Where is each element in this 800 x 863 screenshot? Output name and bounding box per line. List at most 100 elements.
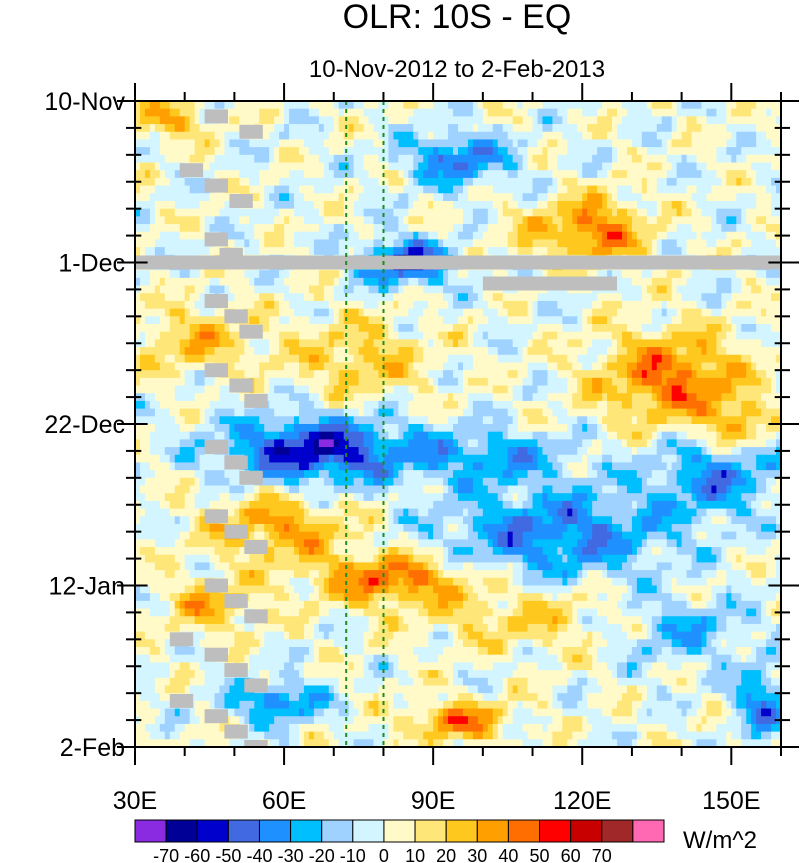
heatmap-cell xyxy=(269,193,275,201)
heatmap-cell xyxy=(205,309,211,317)
heatmap-cell xyxy=(751,355,757,363)
heatmap-cell xyxy=(627,270,633,278)
heatmap-cell xyxy=(224,101,230,109)
heatmap-cell xyxy=(443,224,449,232)
heatmap-cell xyxy=(468,247,474,255)
heatmap-cell xyxy=(334,193,340,201)
heatmap-cell xyxy=(274,178,280,186)
heatmap-cell xyxy=(622,186,628,194)
heatmap-cell xyxy=(761,155,767,163)
heatmap-cell xyxy=(438,101,444,109)
heatmap-cell xyxy=(403,293,409,301)
heatmap-cell xyxy=(210,170,216,178)
heatmap-cell xyxy=(528,124,534,132)
heatmap-cell xyxy=(423,286,429,294)
heatmap-cell xyxy=(349,132,355,140)
heatmap-cell xyxy=(319,163,325,171)
heatmap-cell xyxy=(289,163,295,171)
heatmap-cell xyxy=(274,332,280,340)
heatmap-cell xyxy=(716,216,722,224)
heatmap-cell xyxy=(294,132,300,140)
heatmap-cell xyxy=(622,301,628,309)
heatmap-cell xyxy=(642,155,648,163)
heatmap-cell xyxy=(324,224,330,232)
heatmap-cell xyxy=(369,378,375,386)
heatmap-cell xyxy=(453,278,459,286)
heatmap-cell xyxy=(413,155,419,163)
heatmap-cell xyxy=(701,139,707,147)
heatmap-cell xyxy=(349,324,355,332)
heatmap-cell xyxy=(274,301,280,309)
heatmap-cell xyxy=(761,316,767,324)
heatmap-cell xyxy=(155,386,161,394)
heatmap-cell xyxy=(667,324,673,332)
heatmap-cell xyxy=(567,216,573,224)
heatmap-cell xyxy=(652,301,658,309)
heatmap-cell xyxy=(473,386,479,394)
heatmap-cell xyxy=(140,278,146,286)
heatmap-cell xyxy=(299,324,305,332)
heatmap-cell xyxy=(274,270,280,278)
heatmap-cell xyxy=(478,163,484,171)
heatmap-cell xyxy=(672,316,678,324)
heatmap-cell xyxy=(388,139,394,147)
heatmap-cell xyxy=(692,132,698,140)
heatmap-cell xyxy=(190,393,196,401)
heatmap-cell xyxy=(582,101,588,109)
heatmap-cell xyxy=(468,316,474,324)
heatmap-cell xyxy=(607,370,613,378)
heatmap-cell xyxy=(433,209,439,217)
heatmap-cell xyxy=(647,209,653,217)
heatmap-cell xyxy=(244,209,250,217)
heatmap-cell xyxy=(354,232,360,240)
heatmap-cell xyxy=(682,155,688,163)
heatmap-cell xyxy=(334,216,340,224)
heatmap-cell xyxy=(140,193,146,201)
heatmap-cell xyxy=(682,232,688,240)
heatmap-cell xyxy=(726,109,732,117)
heatmap-cell xyxy=(667,339,673,347)
heatmap-cell xyxy=(364,386,370,394)
heatmap-cell xyxy=(736,278,742,286)
heatmap-cell xyxy=(234,139,240,147)
heatmap-cell xyxy=(528,301,534,309)
heatmap-cell xyxy=(369,239,375,247)
heatmap-cell xyxy=(552,170,558,178)
heatmap-cell xyxy=(488,339,494,347)
heatmap-cell xyxy=(314,286,320,294)
heatmap-cell xyxy=(180,116,186,124)
heatmap-cell xyxy=(642,362,648,370)
heatmap-cell xyxy=(577,370,583,378)
heatmap-cell xyxy=(632,209,638,217)
heatmap-cell xyxy=(339,101,345,109)
heatmap-cell xyxy=(523,224,529,232)
heatmap-cell xyxy=(398,362,404,370)
heatmap-cell xyxy=(731,109,737,117)
heatmap-cell xyxy=(508,132,514,140)
heatmap-cell xyxy=(562,293,568,301)
heatmap-cell xyxy=(533,216,539,224)
heatmap-cell xyxy=(185,178,191,186)
heatmap-cell xyxy=(672,178,678,186)
heatmap-cell xyxy=(756,170,762,178)
heatmap-cell xyxy=(155,147,161,155)
heatmap-cell xyxy=(642,201,648,209)
heatmap-cell xyxy=(657,355,663,363)
heatmap-cell xyxy=(239,216,245,224)
heatmap-cell xyxy=(254,362,260,370)
heatmap-cell xyxy=(269,163,275,171)
heatmap-cell xyxy=(557,186,563,194)
heatmap-cell xyxy=(557,386,563,394)
heatmap-cell xyxy=(577,232,583,240)
heatmap-cell xyxy=(701,101,707,109)
heatmap-cell xyxy=(637,139,643,147)
heatmap-cell xyxy=(364,378,370,386)
heatmap-cell xyxy=(562,170,568,178)
heatmap-cell xyxy=(354,362,360,370)
heatmap-cell xyxy=(542,232,548,240)
heatmap-cell xyxy=(647,224,653,232)
heatmap-cell xyxy=(513,293,519,301)
heatmap-cell xyxy=(418,378,424,386)
heatmap-cell xyxy=(473,178,479,186)
heatmap-cell xyxy=(572,216,578,224)
